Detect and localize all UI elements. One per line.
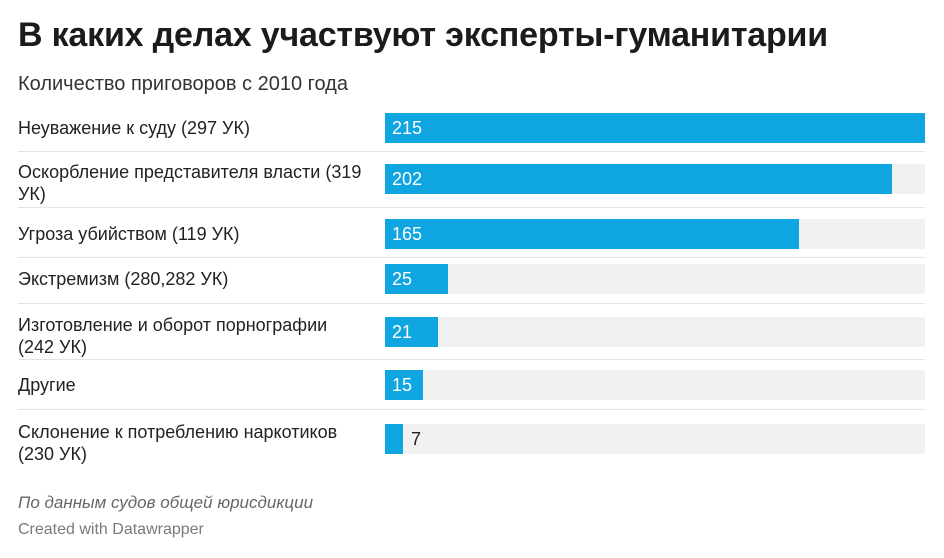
source-note: По данным судов общей юрисдикции [18,493,314,512]
category-label: Другие [18,375,76,395]
value-label: 7 [411,429,422,449]
value-label: 165 [392,224,423,244]
bar [385,219,799,249]
bar-chart: Неуважение к суду (297 УК) 215 Оскорбление… [18,113,925,464]
value-label: 202 [392,169,423,189]
category-label: Оскорбление представителя власти (319 УК… [18,162,362,204]
bar [385,317,438,347]
category-label: Неуважение к суду (297 УК) [18,118,250,138]
bar [385,164,892,194]
bar-track: 21 [385,317,925,347]
row-divider [18,257,925,258]
bar-track: 25 [385,264,925,294]
category-label: Угроза убийством (119 УК) [18,224,240,244]
bar-track: 215 [385,113,925,143]
value-label: 215 [392,118,423,138]
chart-title: В каких делах участвуют эксперты-гуманит… [18,16,828,54]
chart-subtitle: Количество приговоров с 2010 года [18,73,348,95]
credit-link[interactable]: Created with Datawrapper [18,521,204,538]
value-label: 15 [392,375,413,395]
category-label: Склонение к потреблению наркотиков (230 … [18,422,338,464]
value-label: 21 [392,322,413,342]
row-divider [18,409,925,410]
bar [385,264,448,294]
row-divider [18,359,925,360]
row-divider [18,303,925,304]
row-divider [18,207,925,208]
value-label: 25 [392,269,413,289]
row-divider [18,151,925,152]
bar-track: 165 [385,219,925,249]
bar [385,370,423,400]
category-label: Изготовление и оборот порнографии (242 У… [18,315,328,357]
bar [385,113,925,143]
bar [385,424,403,454]
bar-track: 15 [385,370,925,400]
bar-track: 7 [385,424,925,454]
bar-track: 202 [385,164,925,194]
category-label: Экстремизм (280,282 УК) [18,269,229,289]
